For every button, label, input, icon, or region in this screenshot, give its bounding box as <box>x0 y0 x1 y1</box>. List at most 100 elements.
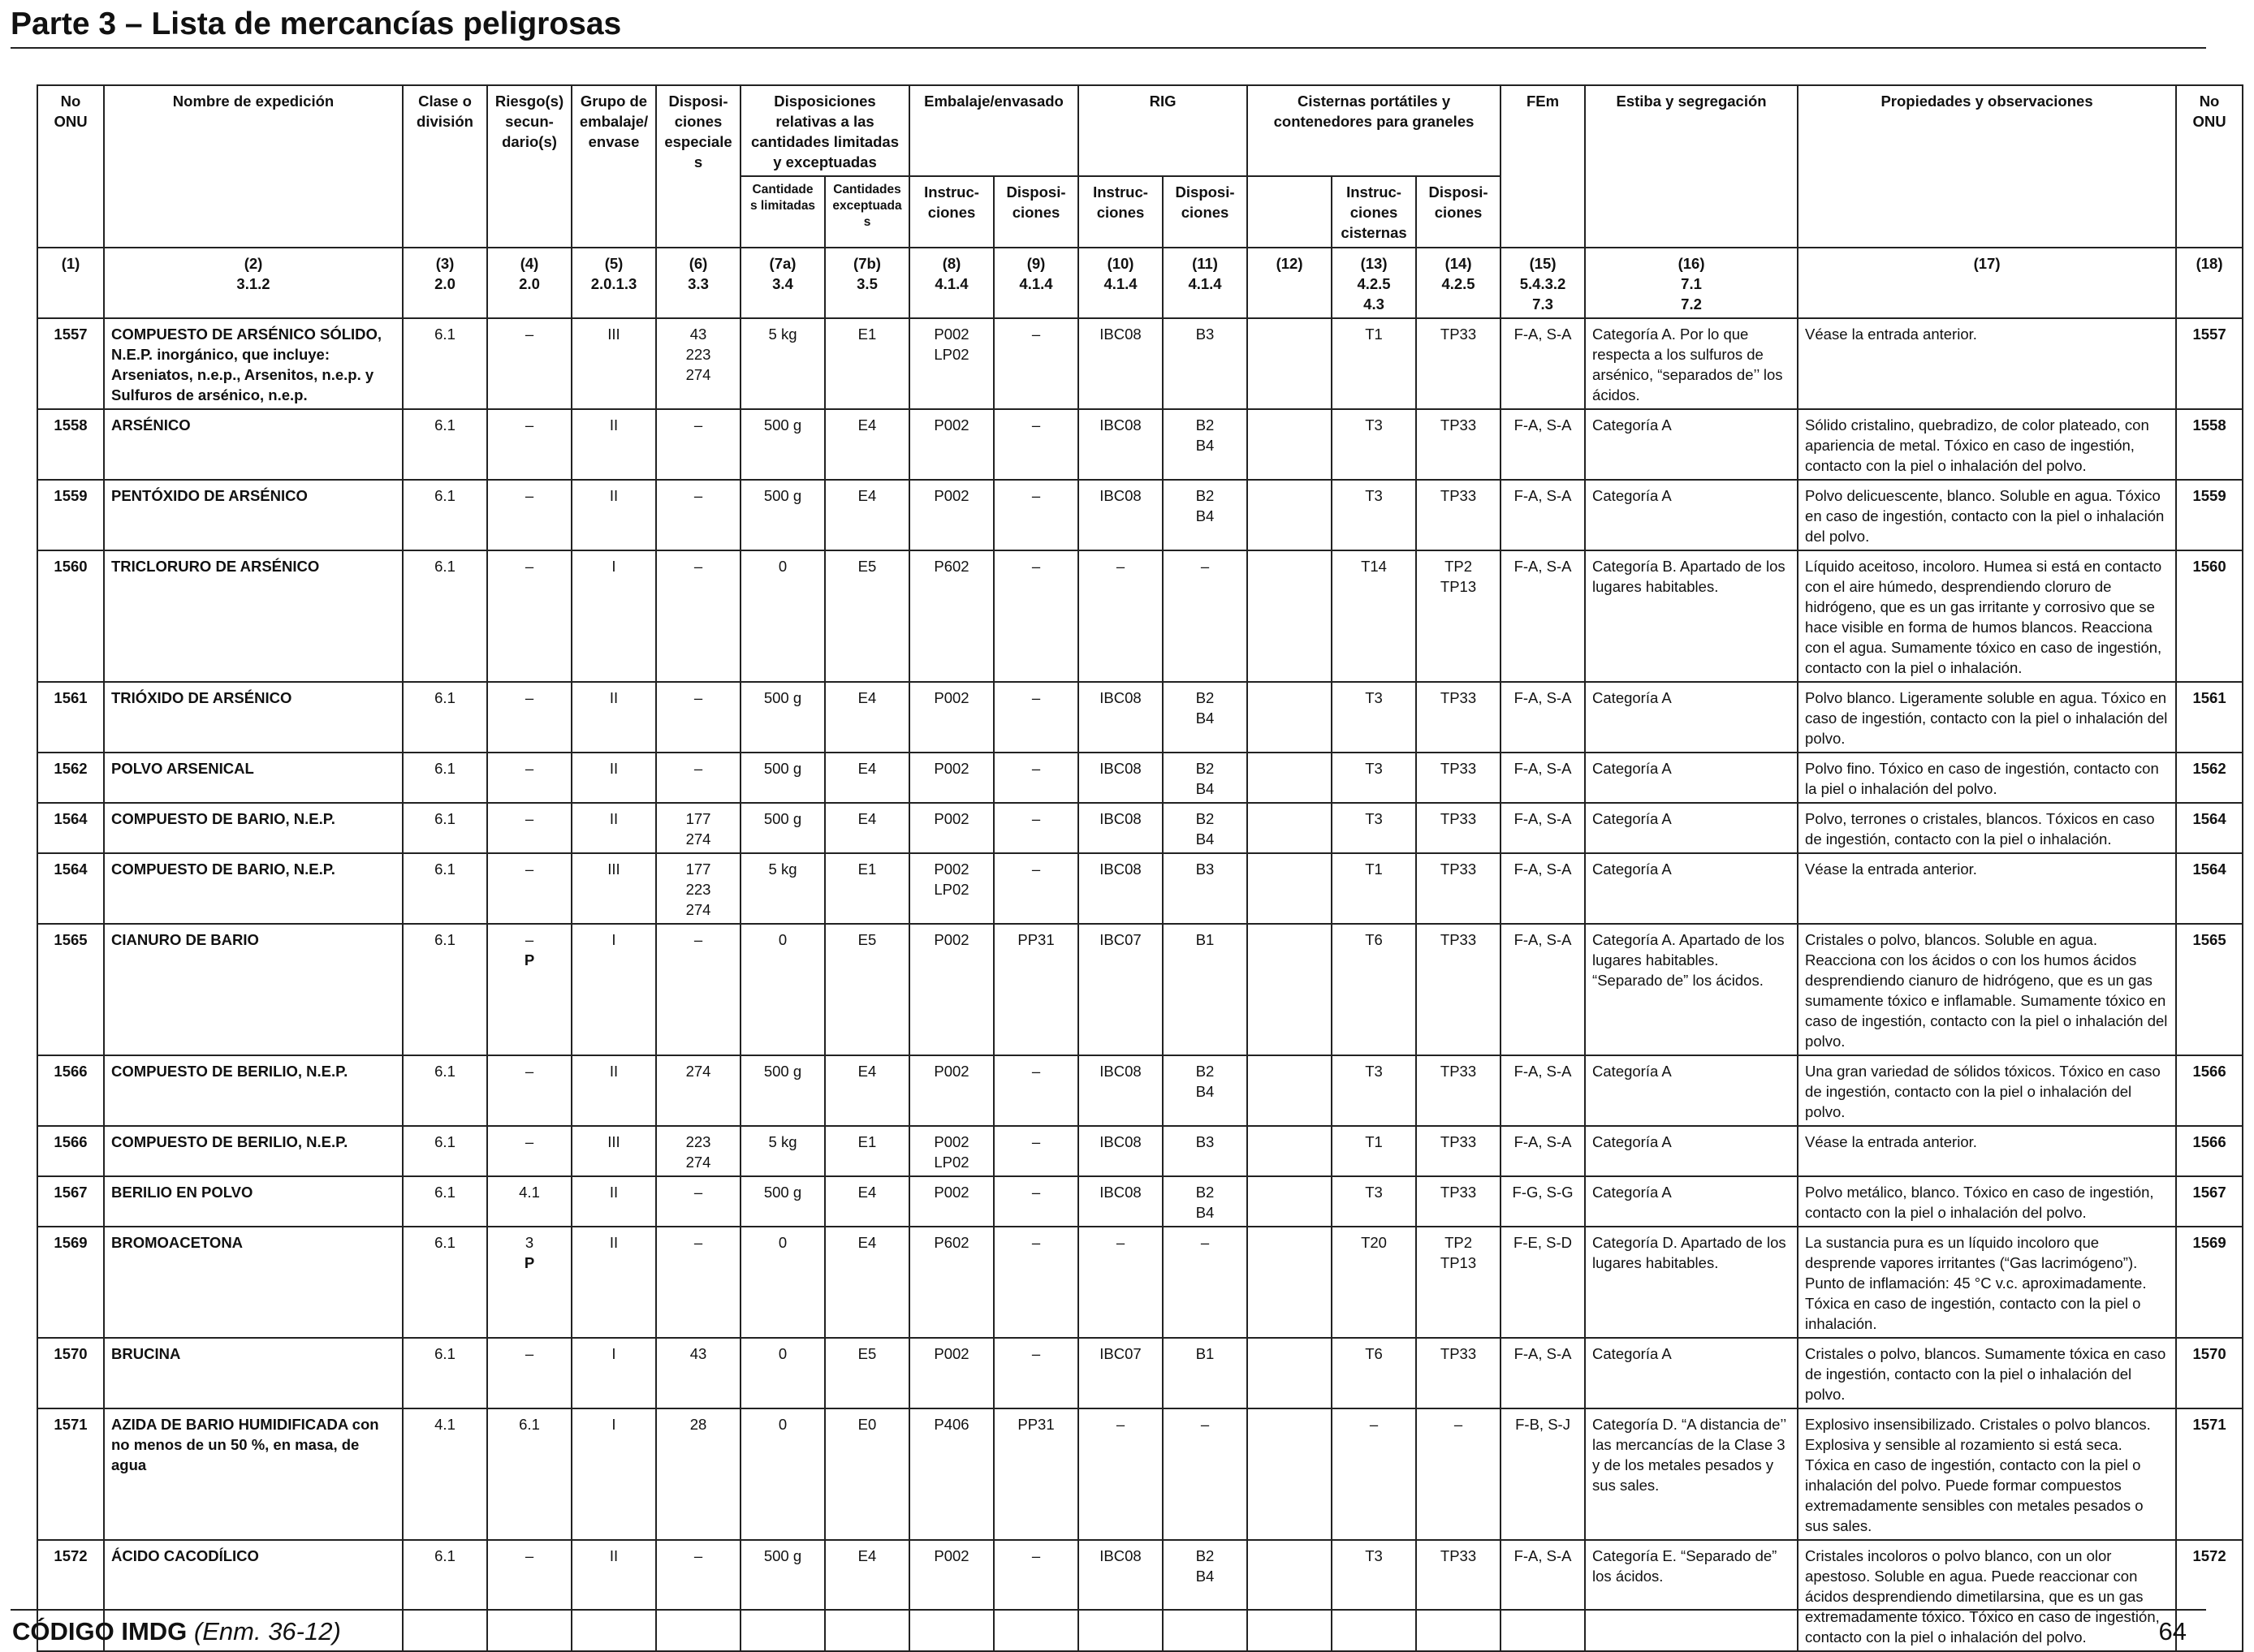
cell-fem: F-G, S-G <box>1500 1175 1587 1227</box>
cell-emb-disposiciones: PP31 <box>992 1408 1080 1541</box>
cell-cant-limitadas: 0 <box>740 1337 826 1409</box>
cell-cant-exceptuadas: E4 <box>824 1226 910 1339</box>
table-row: 1557 COMPUESTO DE ARSÉNICO SÓLIDO, N.E.P.… <box>37 317 2244 410</box>
cell-emb-instrucciones: P406 <box>909 1408 995 1541</box>
cell-nombre: ÁCIDO CACODÍLICO <box>103 1539 404 1652</box>
cell-emb-instrucciones-line: P002 <box>934 810 969 827</box>
cell-cist-disposiciones-line: TP33 <box>1440 326 1477 343</box>
column-number-cell: (3) 2.0 <box>402 247 488 319</box>
cell-rig-instrucciones: IBC08 <box>1077 752 1164 804</box>
cell-riesgo-line: – <box>525 810 534 827</box>
cell-clase: 6.1 <box>402 479 488 551</box>
column-number-cell: (10) 4.1.4 <box>1077 247 1164 319</box>
cell-cist-disposiciones: TP33 <box>1415 1055 1502 1127</box>
cell-disposiciones-line: 43 <box>689 326 707 343</box>
cell-fem: F-A, S-A <box>1500 317 1587 410</box>
cell-cist-disposiciones-line: TP33 <box>1440 689 1477 706</box>
cell-fem: F-A, S-A <box>1500 408 1587 481</box>
cell-col12 <box>1246 1175 1333 1227</box>
cell-cist-disposiciones-line: TP33 <box>1440 1345 1477 1362</box>
cell-riesgo: – <box>486 1337 572 1409</box>
cell-disposiciones: – <box>655 1226 741 1339</box>
cell-estiba: Categoría D. Apartado de los lugares hab… <box>1584 1226 1799 1339</box>
table-header: No ONU Nombre de expedición Clase o divi… <box>37 84 2244 319</box>
cell-riesgo-line: – <box>525 1133 534 1150</box>
cell-onu-right: 1569 <box>2175 1226 2244 1339</box>
cell-onu-right: 1561 <box>2175 681 2244 753</box>
cell-rig-disposiciones-line: B4 <box>1195 1083 1215 1100</box>
cell-emb-instrucciones-line: P002 <box>934 416 969 433</box>
cell-rig-disposiciones-line: B2 <box>1195 810 1215 827</box>
cell-fem: F-A, S-A <box>1500 752 1587 804</box>
cell-propiedades: Véase la entrada anterior. <box>1797 1125 2178 1177</box>
cell-cant-limitadas: 500 g <box>740 408 826 481</box>
header-cist-disposiciones: Disposi-ciones <box>1415 175 1502 248</box>
cell-emb-instrucciones-line: P602 <box>934 1234 969 1251</box>
column-number-line: (15) <box>1529 255 1557 272</box>
cell-disposiciones: – <box>655 1539 741 1652</box>
cell-cist-disposiciones: TP33 <box>1415 681 1502 753</box>
column-number-cell: (9) 4.1.4 <box>992 247 1080 319</box>
column-number-line: 7.2 <box>1681 295 1702 313</box>
cell-rig-disposiciones-line: B3 <box>1195 1133 1215 1150</box>
header-riesgos: Riesgo(s) secun-dario(s) <box>486 84 572 248</box>
cell-cist-disposiciones: TP33 <box>1415 317 1502 410</box>
cell-fem: F-A, S-A <box>1500 479 1587 551</box>
dangerous-goods-table-wrapper: No ONU Nombre de expedición Clase o divi… <box>37 84 2244 1652</box>
cell-col12 <box>1246 1125 1333 1177</box>
column-number-line: (3) <box>435 255 455 272</box>
header-cant-exceptuadas: Cantidades exceptuadas <box>824 175 910 248</box>
cell-clase: 6.1 <box>402 681 488 753</box>
cell-cist-disposiciones-line: TP13 <box>1440 1254 1477 1271</box>
cell-rig-instrucciones: IBC08 <box>1077 317 1164 410</box>
cell-col12 <box>1246 852 1333 925</box>
cell-disposiciones-line: 177 <box>685 810 711 827</box>
cell-clase: 6.1 <box>402 408 488 481</box>
cell-rig-disposiciones-line: B2 <box>1195 487 1215 504</box>
column-number-line: 2.0.1.3 <box>590 275 637 292</box>
page-title: Parte 3 – Lista de mercancías peligrosas <box>11 5 2206 49</box>
column-number-line: 4.1.4 <box>1103 275 1138 292</box>
cell-estiba: Categoría A <box>1584 681 1799 753</box>
cell-propiedades: Polvo, terrones o cristales, blancos. Tó… <box>1797 802 2178 854</box>
table-row: 1566 COMPUESTO DE BERILIO, N.E.P. 6.1– III 2… <box>37 1125 2244 1177</box>
column-number-line: (5) <box>604 255 624 272</box>
cell-rig-disposiciones-line: B1 <box>1195 931 1215 948</box>
cell-emb-disposiciones: – <box>992 1539 1080 1652</box>
cell-nombre: CIANURO DE BARIO <box>103 923 404 1056</box>
footer-code-title: CÓDIGO IMDG (Enm. 36-12) <box>12 1617 341 1646</box>
cell-emb-disposiciones: – <box>992 1337 1080 1409</box>
cell-emb-disposiciones: – <box>992 1125 1080 1177</box>
cell-onu-right: 1565 <box>2175 923 2244 1056</box>
header-nombre: Nombre de expedición <box>103 84 404 248</box>
cell-rig-disposiciones: B2 B4 <box>1162 408 1249 481</box>
cell-grupo: III <box>571 317 657 410</box>
cell-cant-exceptuadas: E4 <box>824 408 910 481</box>
cell-rig-disposiciones: B1 <box>1162 1337 1249 1409</box>
cell-disposiciones-line: 28 <box>689 1416 707 1433</box>
cell-fem: F-A, S-A <box>1500 1055 1587 1127</box>
cell-rig-instrucciones: IBC08 <box>1077 1175 1164 1227</box>
cell-rig-disposiciones-line: B4 <box>1195 437 1215 454</box>
cell-emb-instrucciones: P002 <box>909 408 995 481</box>
table-row: 1567 BERILIO EN POLVO 6.1 4.1 II –500 g E4 P002… <box>37 1175 2244 1227</box>
cell-cist-instrucciones: T6 <box>1331 923 1418 1056</box>
cell-cist-disposiciones-line: TP2 <box>1444 558 1472 575</box>
cell-riesgo: – <box>486 802 572 854</box>
cell-cist-instrucciones: T3 <box>1331 408 1418 481</box>
cell-onu-right: 1558 <box>2175 408 2244 481</box>
cell-emb-disposiciones: – <box>992 317 1080 410</box>
column-number-line: (7b) <box>853 255 881 272</box>
column-number-line: (14) <box>1444 255 1472 272</box>
table-row: 1565 CIANURO DE BARIO 6.1– P I –0 E5 P002 PP31 IB… <box>37 923 2244 1056</box>
cell-riesgo: 4.1 <box>486 1175 572 1227</box>
cell-propiedades: Líquido aceitoso, incoloro. Humea si est… <box>1797 550 2178 683</box>
cell-propiedades: Sólido cristalino, quebradizo, de color … <box>1797 408 2178 481</box>
cell-onu-right: 1572 <box>2175 1539 2244 1652</box>
cell-disposiciones: – <box>655 408 741 481</box>
cell-grupo: III <box>571 852 657 925</box>
cell-cist-disposiciones-line: TP33 <box>1440 416 1477 433</box>
header-propiedades: Propiedades y observaciones <box>1797 84 2178 248</box>
header-fem: FEm <box>1500 84 1587 248</box>
cell-cant-exceptuadas: E4 <box>824 681 910 753</box>
